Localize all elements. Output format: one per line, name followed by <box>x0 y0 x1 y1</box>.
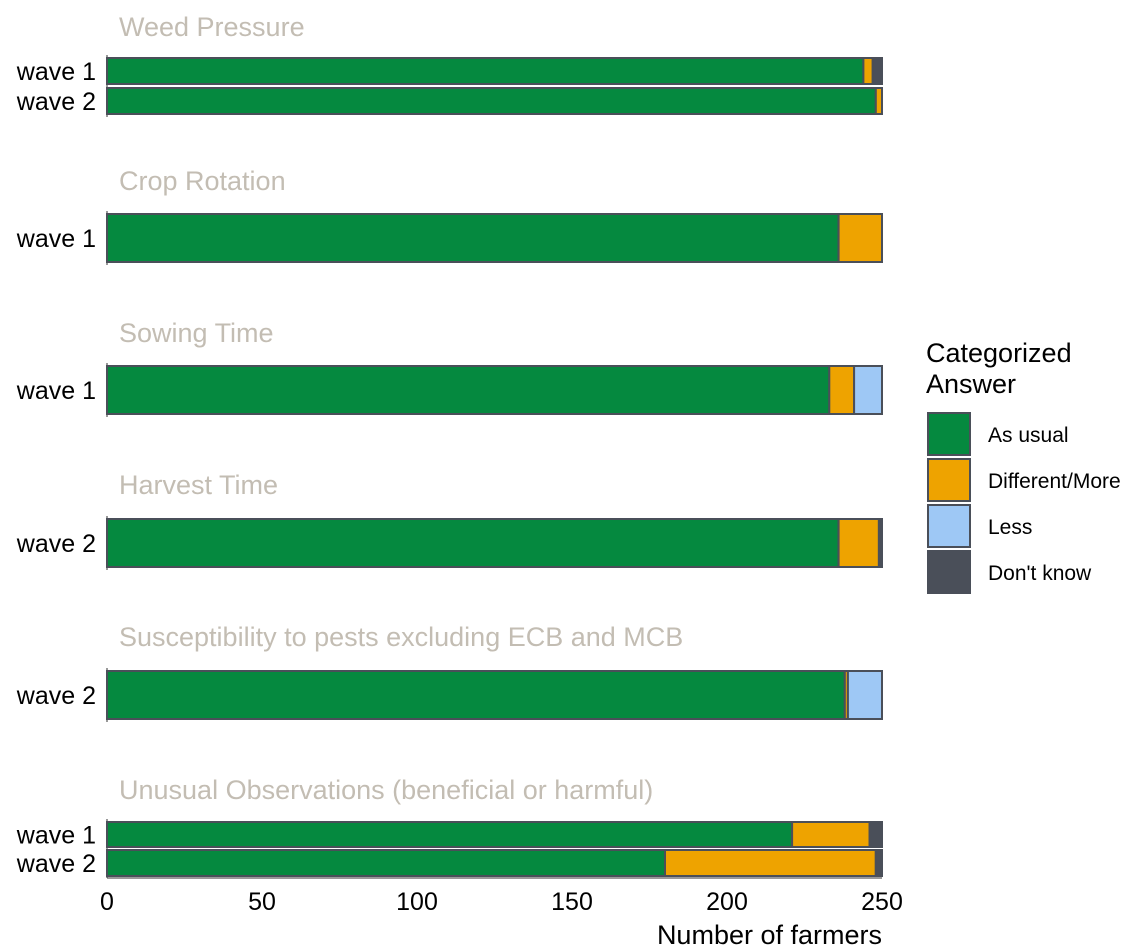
bar-segment-different-more <box>837 518 880 568</box>
x-tick-label: 100 <box>396 888 438 916</box>
bar-segment-don-t-know <box>868 821 883 848</box>
wave-label: wave 1 <box>16 822 96 850</box>
bar-segment-as-usual <box>106 213 840 263</box>
x-axis-title: Number of farmers <box>657 920 882 947</box>
x-tick-label: 250 <box>861 888 903 916</box>
bar-segment-less <box>846 670 884 720</box>
bar-segment-as-usual <box>106 87 877 115</box>
x-tick-label: 200 <box>706 888 748 916</box>
panel-title: Harvest Time <box>119 470 278 500</box>
legend-title: Answer <box>926 369 1016 399</box>
legend-key <box>927 504 971 548</box>
wave-label: wave 2 <box>16 850 96 878</box>
bar-segment-as-usual <box>106 670 846 720</box>
panel-title: Susceptibility to pests excluding ECB an… <box>119 622 683 652</box>
bar-segment-different-more <box>791 821 871 848</box>
bar-segment-as-usual <box>106 821 794 848</box>
legend-key <box>927 458 971 502</box>
legend-label: Don't know <box>988 562 1092 585</box>
legend-label: As usual <box>988 424 1069 447</box>
wave-label: wave 2 <box>16 88 96 116</box>
bar-segment-as-usual <box>106 849 666 877</box>
bar-segment-different-more <box>828 365 856 415</box>
bar-segment-as-usual <box>106 518 840 568</box>
bar-segment-don-t-know <box>871 57 884 85</box>
bar-segment-different-more <box>664 849 877 877</box>
bar-segment-different-more <box>837 213 883 263</box>
wave-label: wave 2 <box>16 682 96 710</box>
legend-key <box>927 412 971 456</box>
bar-segment-different-more <box>862 57 874 85</box>
panel-title: Weed Pressure <box>119 12 305 42</box>
legend-label: Different/More <box>988 470 1121 493</box>
panel-title: Unusual Observations (beneficial or harm… <box>119 775 653 805</box>
panel-title: Crop Rotation <box>119 166 286 196</box>
legend-key <box>927 550 971 594</box>
x-tick-label: 150 <box>551 888 593 916</box>
bar-segment-as-usual <box>106 57 865 85</box>
bar-segment-different-more <box>874 87 883 115</box>
x-tick-label: 50 <box>248 888 276 916</box>
wave-label: wave 1 <box>16 225 96 253</box>
wave-label: wave 1 <box>16 58 96 86</box>
legend-title: Categorized <box>926 338 1072 368</box>
bar-segment-as-usual <box>106 365 831 415</box>
wave-label: wave 1 <box>16 377 96 405</box>
bar-segment-less <box>853 365 883 415</box>
bar-segment-don-t-know <box>877 518 884 568</box>
bar-segment-don-t-know <box>874 849 883 877</box>
wave-label: wave 2 <box>16 530 96 558</box>
panel-title: Sowing Time <box>119 318 274 348</box>
x-tick-label: 0 <box>100 888 114 916</box>
legend-label: Less <box>988 516 1032 539</box>
